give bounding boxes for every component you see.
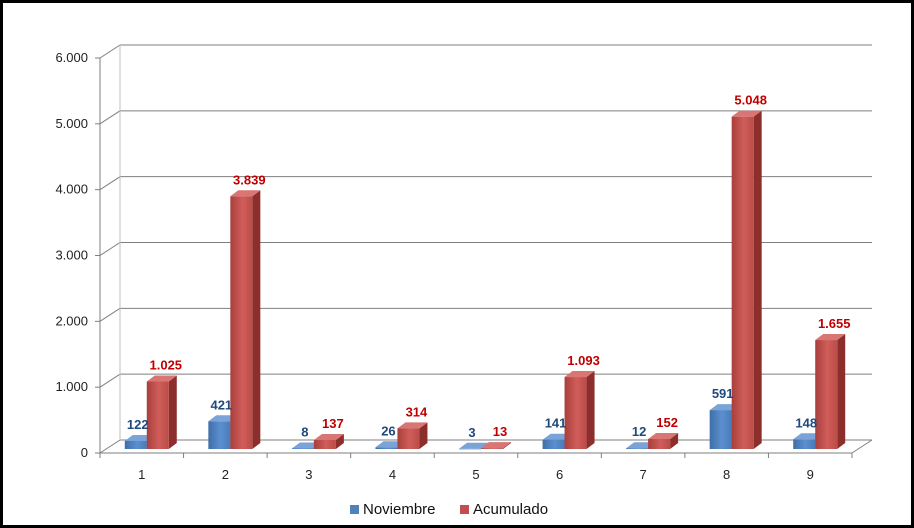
bar-front	[648, 438, 671, 449]
data-label-acumulado: 137	[322, 416, 344, 431]
bar-acumulado-7	[648, 432, 679, 449]
data-label-noviembre: 421	[210, 397, 232, 412]
floor-edge	[851, 439, 873, 454]
legend-swatch-acumulado	[460, 505, 469, 514]
bar-side	[168, 375, 177, 449]
y-tick-label: 2.000	[55, 313, 88, 328]
y-tick-label: 1.000	[55, 379, 88, 394]
x-tick-label: 7	[639, 467, 646, 482]
bar-acumulado-5	[481, 442, 511, 449]
bar-side	[252, 190, 261, 449]
bar-front	[397, 428, 420, 449]
bar-top	[481, 442, 511, 449]
bar-acumulado-8	[731, 110, 762, 449]
bar-front	[793, 439, 816, 449]
bar-top	[397, 422, 428, 429]
data-label-acumulado: 1.025	[150, 358, 183, 373]
data-label-noviembre: 122	[127, 417, 149, 432]
data-label-acumulado: 13	[493, 424, 507, 439]
bar-side	[670, 432, 679, 449]
gridline-slant	[99, 242, 121, 256]
gridline-slant	[99, 44, 121, 59]
x-tick-label: 9	[807, 467, 814, 482]
x-tick-label: 3	[305, 467, 312, 482]
data-label-noviembre: 8	[301, 424, 308, 439]
bar-front	[709, 410, 732, 449]
x-tick-label: 8	[723, 467, 730, 482]
bar-front	[815, 340, 838, 449]
bar-front	[564, 377, 587, 449]
gridline-slant	[99, 110, 121, 125]
bar-side	[419, 422, 428, 449]
x-tick-label: 4	[389, 467, 396, 482]
data-label-noviembre: 141	[545, 416, 567, 431]
gridline-slant	[99, 439, 121, 454]
bar-side	[837, 334, 846, 449]
data-label-noviembre: 148	[795, 415, 817, 430]
bar-acumulado-9	[815, 334, 846, 449]
bar-acumulado-2	[230, 190, 261, 449]
gridline-slant	[99, 307, 121, 322]
gridline-slant	[99, 176, 121, 191]
data-label-noviembre: 3	[468, 425, 475, 440]
x-tick-label: 6	[556, 467, 563, 482]
bar-front	[626, 448, 649, 449]
bar-acumulado-3	[313, 433, 344, 449]
data-label-acumulado: 314	[406, 404, 428, 419]
data-label-noviembre: 591	[712, 386, 734, 401]
x-tick-label: 2	[222, 467, 229, 482]
data-label-acumulado: 3.839	[233, 172, 266, 187]
y-tick-label: 6.000	[55, 50, 88, 65]
bar-top	[459, 442, 489, 449]
data-label-acumulado: 5.048	[734, 93, 767, 108]
bar-front	[731, 116, 754, 449]
bar-acumulado-6	[564, 371, 595, 449]
legend-swatch-noviembre	[350, 505, 359, 514]
bar-front	[208, 421, 231, 449]
bar-front	[481, 448, 503, 449]
bar-front	[146, 381, 169, 449]
bar-front	[291, 448, 314, 449]
bar-top	[313, 433, 344, 440]
bar-side	[753, 110, 762, 449]
bar-top	[146, 375, 177, 382]
bar-side	[503, 442, 511, 449]
y-tick-label: 3.000	[55, 248, 88, 263]
data-label-acumulado: 1.655	[818, 316, 851, 331]
bar-acumulado-1	[146, 375, 177, 449]
gridline-slant	[99, 373, 121, 388]
y-tick-label: 0	[81, 445, 88, 460]
bar-top	[731, 110, 762, 117]
x-tick-label: 5	[472, 467, 479, 482]
bar-side	[586, 371, 595, 449]
bar-front	[459, 448, 481, 450]
x-tick-label: 1	[138, 467, 145, 482]
bar-top	[815, 334, 846, 341]
data-label-acumulado: 1.093	[567, 353, 600, 368]
bar-front	[313, 439, 336, 449]
bar-side	[335, 433, 344, 449]
legend-label-noviembre: Noviembre	[363, 501, 436, 518]
data-label-noviembre: 12	[632, 424, 646, 439]
bar-acumulado-4	[397, 422, 428, 449]
data-label-acumulado: 152	[656, 415, 678, 430]
bar-front	[542, 439, 565, 449]
bar-front	[124, 440, 147, 449]
y-tick-label: 4.000	[55, 182, 88, 197]
y-tick-label: 5.000	[55, 116, 88, 131]
bar-top	[230, 190, 261, 197]
bar-front	[230, 196, 253, 449]
data-label-noviembre: 26	[381, 423, 395, 438]
legend-label-acumulado: Acumulado	[473, 501, 548, 518]
bar-front	[375, 447, 398, 449]
bar-top	[564, 371, 595, 378]
bar-top	[648, 432, 679, 439]
